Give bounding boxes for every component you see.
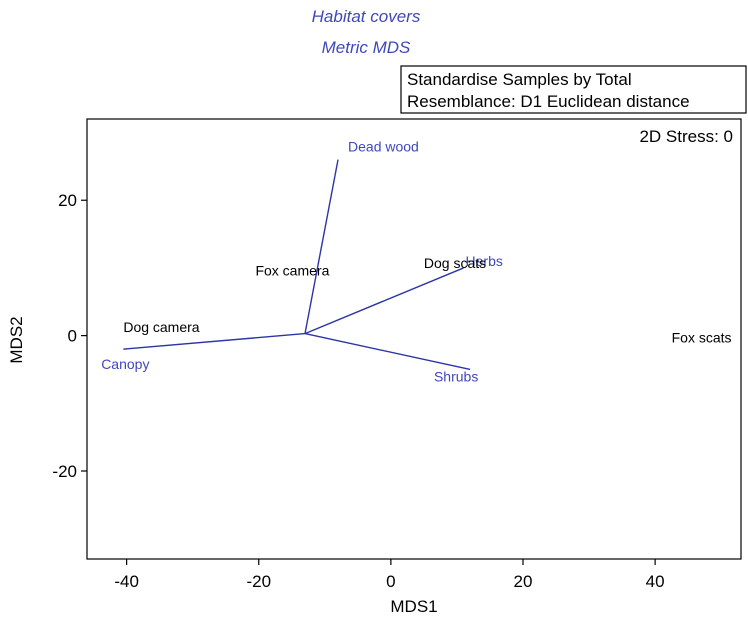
- x-tick-label: -20: [246, 572, 271, 591]
- vector-line: [304, 159, 339, 334]
- vector-label: Herbs: [466, 253, 503, 269]
- legend-line-2: Resemblance: D1 Euclidean distance: [407, 92, 690, 111]
- sample-label: Dog scats: [424, 255, 486, 271]
- x-tick-label: 0: [386, 572, 395, 591]
- plot-frame: [86, 118, 742, 560]
- sample-label: Fox camera: [255, 262, 329, 278]
- y-tick-label: 20: [58, 191, 77, 210]
- vector-line: [304, 332, 471, 371]
- sample-points: Dog camera Fox camera Dog scats Fox scats: [123, 255, 731, 345]
- y-tick-label: 0: [68, 327, 77, 346]
- x-axis-label: MDS1: [390, 597, 437, 616]
- y-axis-label: MDS2: [7, 316, 26, 363]
- chart-title: Habitat covers: [312, 7, 421, 26]
- vector-overlay: Dead wood Herbs Shrubs Canopy: [101, 139, 503, 385]
- sample-label: Fox scats: [672, 329, 732, 345]
- vector-label: Dead wood: [348, 139, 419, 155]
- y-tick-label: -20: [52, 462, 77, 481]
- legend-box: [400, 65, 747, 114]
- sample-label: Dog camera: [123, 319, 199, 335]
- y-axis: -20 0 20: [52, 191, 87, 481]
- stress-label: 2D Stress: 0: [639, 127, 733, 146]
- x-tick-label: 20: [514, 572, 533, 591]
- x-tick-label: -40: [114, 572, 139, 591]
- vector-line: [304, 267, 464, 335]
- legend-line-1: Standardise Samples by Total: [407, 70, 632, 89]
- vector-line: [123, 332, 306, 350]
- vector-label: Shrubs: [434, 368, 478, 384]
- x-axis: -40 -20 0 20 40: [114, 559, 665, 591]
- chart-subtitle: Metric MDS: [322, 38, 411, 57]
- x-tick-label: 40: [646, 572, 665, 591]
- vector-label: Canopy: [101, 356, 149, 372]
